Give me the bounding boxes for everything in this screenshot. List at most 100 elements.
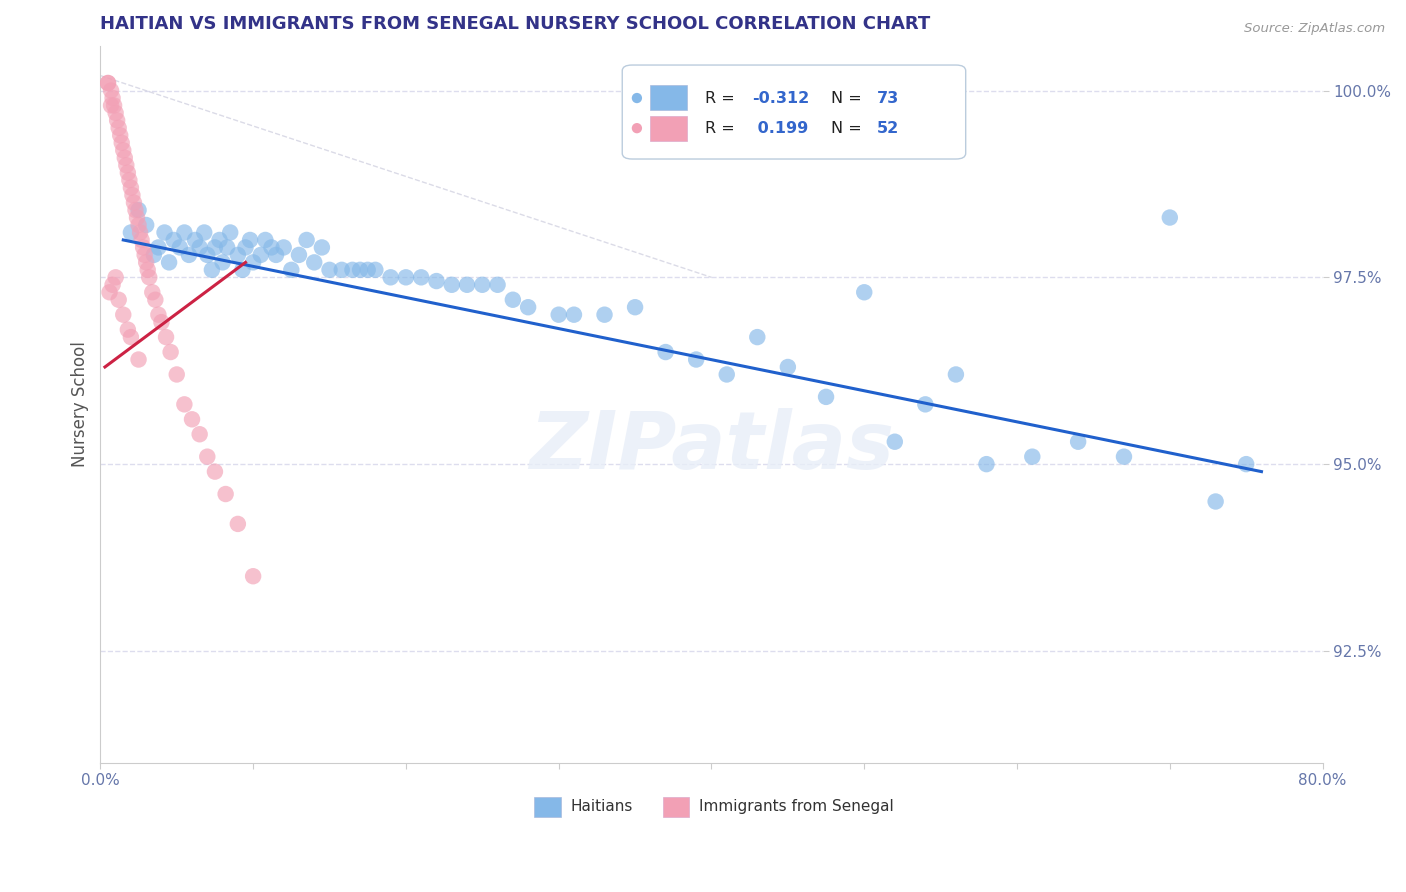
Text: 0.199: 0.199 (752, 120, 808, 136)
Point (260, 240, 283, 254)
Point (118, 173, 141, 187)
Text: 52: 52 (876, 120, 898, 136)
Point (188, 427, 211, 442)
Point (143, 293, 166, 307)
Point (304, 255, 326, 269)
Point (124, 203, 146, 218)
Point (111, 136, 134, 150)
Point (141, 285, 163, 300)
Point (776, 359, 799, 374)
Point (159, 345, 181, 359)
Point (107, 293, 129, 307)
Point (105, 113, 128, 128)
Point (188, 240, 211, 254)
Point (295, 233, 318, 247)
Point (685, 352, 707, 367)
Point (311, 240, 333, 254)
Point (1021, 450, 1043, 464)
Point (120, 226, 142, 240)
Point (103, 98, 125, 112)
Point (150, 315, 173, 329)
Point (138, 270, 160, 285)
Point (128, 352, 150, 367)
Point (815, 390, 838, 404)
Point (114, 151, 136, 165)
Point (120, 180, 142, 194)
Point (148, 308, 170, 322)
Text: Immigrants from Senegal: Immigrants from Senegal (699, 799, 894, 814)
Point (330, 263, 353, 277)
Point (177, 248, 200, 262)
Y-axis label: Nursery School: Nursery School (72, 342, 89, 467)
Point (112, 143, 135, 157)
Point (486, 277, 509, 292)
Point (166, 368, 188, 382)
Point (108, 128, 131, 143)
Point (280, 263, 302, 277)
Point (1234, 457, 1257, 471)
Point (226, 516, 249, 531)
Point (914, 397, 936, 411)
Point (107, 120, 129, 135)
Point (562, 308, 585, 322)
Point (117, 323, 139, 337)
Point (342, 263, 364, 277)
Bar (651, 116, 688, 141)
Text: 73: 73 (876, 90, 898, 105)
Point (318, 263, 340, 277)
Point (169, 240, 191, 254)
Point (131, 233, 153, 247)
Point (883, 434, 905, 449)
Point (1067, 434, 1090, 449)
Point (98, 285, 121, 300)
Point (195, 248, 218, 262)
Point (226, 248, 249, 262)
Text: Source: ZipAtlas.com: Source: ZipAtlas.com (1244, 22, 1385, 36)
Point (364, 263, 387, 277)
Point (217, 240, 239, 254)
Point (193, 226, 215, 240)
Point (208, 233, 231, 247)
FancyBboxPatch shape (623, 65, 966, 159)
Point (593, 308, 616, 322)
Point (100, 83, 122, 97)
Point (380, 270, 402, 285)
Point (122, 195, 145, 210)
Point (155, 330, 177, 344)
Point (349, 263, 371, 277)
Point (1112, 450, 1135, 464)
Point (456, 277, 478, 292)
Point (173, 397, 195, 411)
Point (624, 300, 647, 314)
Point (125, 211, 148, 225)
Point (235, 240, 257, 254)
Point (264, 248, 287, 262)
Point (249, 248, 271, 262)
Point (100, 98, 122, 112)
Point (104, 270, 127, 285)
Point (134, 248, 156, 262)
Point (120, 330, 142, 344)
Point (201, 263, 224, 277)
Point (654, 345, 676, 359)
Point (273, 240, 295, 254)
Point (242, 569, 264, 583)
Point (97, 76, 120, 90)
Text: R =: R = (706, 90, 735, 105)
Point (239, 233, 262, 247)
Point (121, 188, 143, 202)
Point (153, 226, 176, 240)
Point (502, 293, 524, 307)
Bar (534, 797, 561, 817)
Point (117, 166, 139, 180)
Text: R =: R = (706, 120, 735, 136)
Point (157, 255, 180, 269)
Point (204, 240, 226, 254)
Text: ZIPatlas: ZIPatlas (529, 409, 894, 486)
Point (135, 255, 157, 269)
Point (395, 270, 418, 285)
Point (173, 226, 195, 240)
Point (254, 233, 277, 247)
Text: HAITIAN VS IMMIGRANTS FROM SENEGAL NURSERY SCHOOL CORRELATION CHART: HAITIAN VS IMMIGRANTS FROM SENEGAL NURSE… (100, 15, 931, 33)
Point (128, 218, 150, 232)
